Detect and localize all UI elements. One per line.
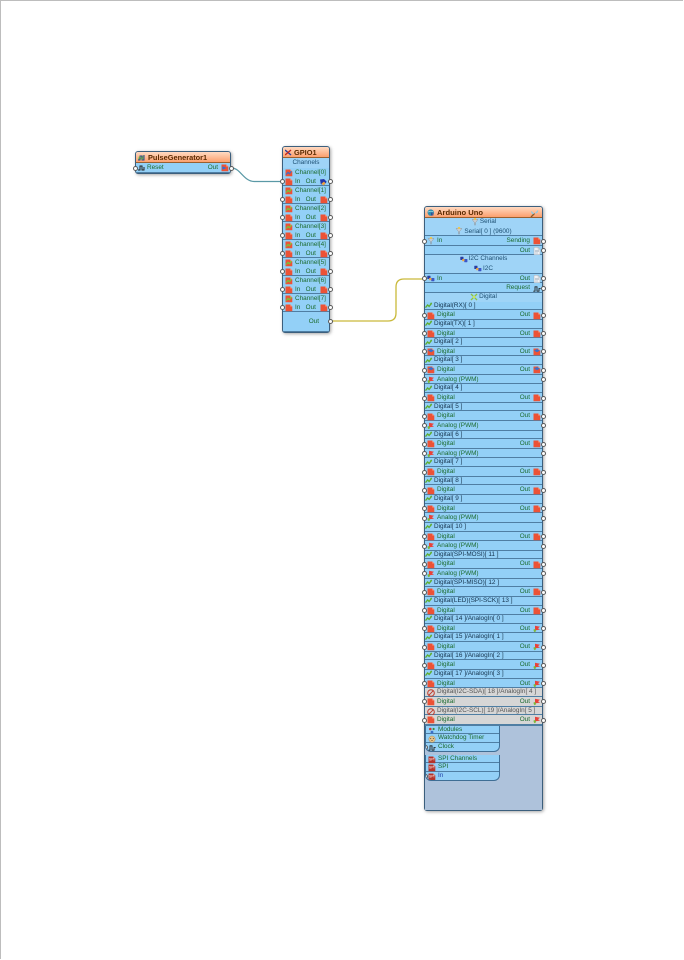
svg-text:SPI: SPI	[429, 774, 435, 778]
svg-text:SPI: SPI	[429, 758, 435, 762]
svg-text:SPI: SPI	[429, 766, 435, 770]
